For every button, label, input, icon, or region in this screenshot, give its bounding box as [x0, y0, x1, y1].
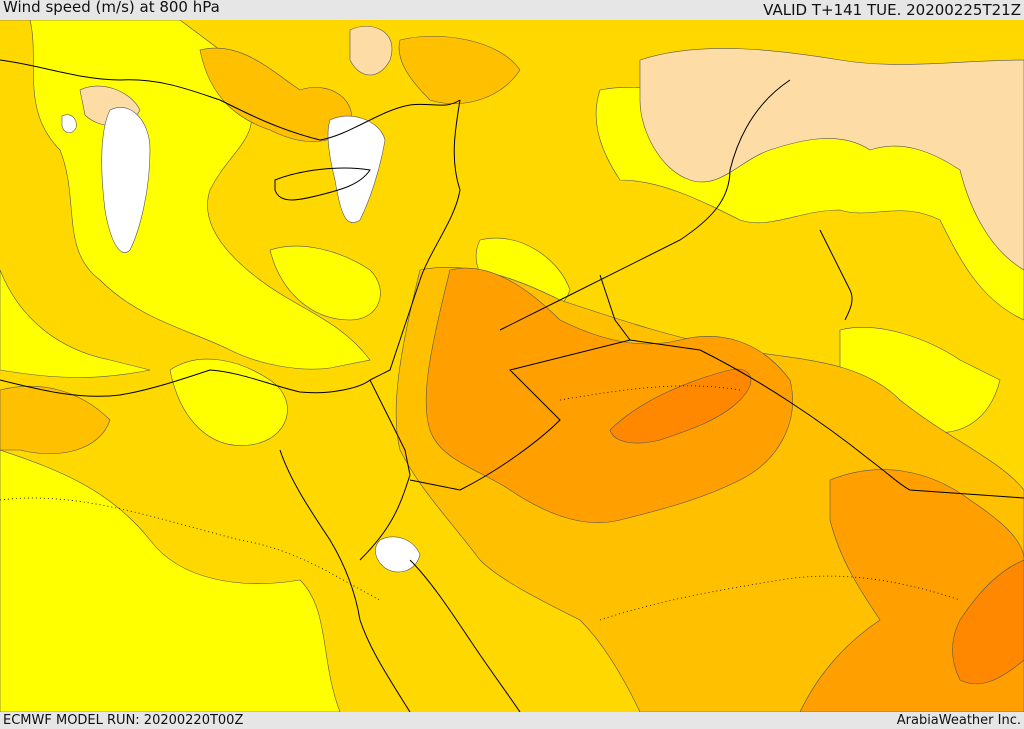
- isoline-2: [599, 575, 961, 621]
- persian-gulf-coast: [819, 229, 853, 321]
- white-zone-red-sea: [375, 536, 421, 573]
- turkey-south-coast: [0, 59, 461, 141]
- red-sea-east-coast: [409, 559, 521, 712]
- dotted-isolines: [0, 385, 961, 621]
- white-zone-aegean: [101, 107, 151, 253]
- map-footer: ECMWF MODEL RUN: 20200220T00Z ArabiaWeat…: [0, 712, 1024, 729]
- orange-region-jordan: [425, 267, 793, 523]
- yellow-region-east-med: [269, 245, 381, 321]
- white-zone-cyprus: [327, 115, 386, 223]
- map-header: Wind speed (m/s) at 800 hPa VALID T+141 …: [0, 0, 1024, 20]
- iraq-saudi-border: [699, 349, 1024, 499]
- valid-time: VALID T+141 TUE. 20200225T21Z: [763, 1, 1021, 19]
- levant-coast: [369, 99, 461, 381]
- wind-speed-map[interactable]: [0, 20, 1024, 712]
- credit: ArabiaWeather Inc.: [896, 713, 1021, 728]
- tan-region-iran: [639, 48, 1024, 271]
- model-run: ECMWF MODEL RUN: 20200220T00Z: [3, 713, 244, 728]
- yellow-region-sw: [0, 449, 341, 712]
- egypt-israel-border: [369, 379, 411, 476]
- egypt-north-coast: [0, 369, 371, 397]
- map-title: Wind speed (m/s) at 800 hPa: [3, 0, 220, 16]
- red-sea-west-coast: [279, 449, 411, 712]
- cyprus-outline: [274, 167, 371, 201]
- syria-iraq-border: [499, 79, 791, 331]
- jordan-iraq-border: [409, 339, 701, 491]
- syria-iraq-east: [599, 274, 631, 341]
- white-zone-small: [61, 114, 77, 133]
- dark-orange-core-arabia: [609, 368, 752, 444]
- coastlines-borders: [0, 59, 1024, 712]
- dark-orange-core-se: [952, 559, 1024, 685]
- gulf-of-aqaba: [359, 474, 411, 561]
- yellow-region-egypt: [169, 358, 288, 446]
- amber-region-egypt: [0, 385, 111, 455]
